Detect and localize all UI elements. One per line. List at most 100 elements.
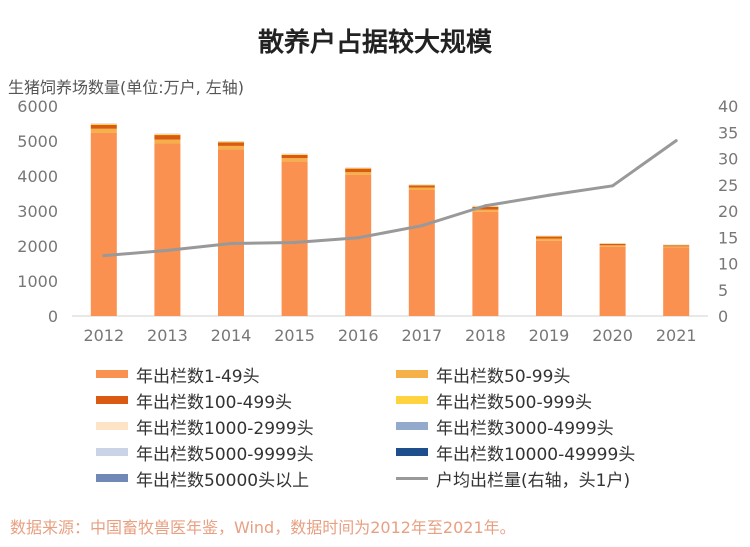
avg-output-point [547, 193, 551, 197]
bar-segment-2013-s4 [154, 134, 181, 136]
x-tick-label: 2016 [338, 326, 379, 345]
bar-segment-2018-s2 [472, 209, 499, 212]
y-left-tick-label: 0 [48, 307, 58, 326]
bar-segment-2020-s3 [599, 243, 626, 246]
x-tick-label: 2017 [401, 326, 442, 345]
legend-color-swatch [396, 448, 428, 456]
legend-label: 年出栏数100-499头 [136, 392, 293, 413]
legend-item: 年出栏数100-499头 [96, 388, 293, 413]
legend-item: 年出栏数10000-49999头 [396, 440, 636, 465]
x-tick-label: 2021 [656, 326, 697, 345]
legend-item: 年出栏数1-49头 [96, 362, 260, 387]
bar-segment-2015-s4 [281, 154, 308, 155]
bar-segment-2014-s2 [218, 145, 244, 150]
legend-color-swatch [396, 396, 428, 404]
y-right-tick-label: 15 [718, 228, 738, 247]
avg-output-point [102, 254, 106, 258]
legend-label: 年出栏数50-99头 [436, 366, 571, 387]
legend-color-swatch [96, 370, 128, 378]
bar-segment-2020-s1 [599, 246, 626, 316]
x-tick-label: 2018 [465, 326, 506, 345]
bar-segment-2015-s3 [281, 155, 308, 159]
y-left-tick-label: 6000 [17, 97, 58, 116]
bar-segment-2012-s4 [90, 124, 117, 125]
legend-color-swatch [396, 422, 428, 430]
bar-segment-2013-s3 [154, 135, 181, 140]
bar-segment-2019-s3 [536, 236, 562, 239]
legend-item: 年出栏数5000-9999头 [96, 440, 314, 465]
legend-label: 年出栏数3000-4999头 [436, 418, 614, 439]
bar-segment-2020-s2 [599, 245, 626, 247]
left-axis-label: 生猪饲养场数量(单位:万户, 左轴) [8, 78, 245, 97]
legend-color-swatch [96, 396, 128, 404]
bar-segment-2016-s3 [345, 168, 372, 173]
bar-segment-2012-s3 [90, 124, 117, 129]
legend-item: 年出栏数1000-2999头 [96, 414, 314, 439]
y-right-tick-label: 30 [718, 150, 738, 169]
avg-output-point [483, 204, 487, 208]
legend-item: 年出栏数50000头以上 [96, 466, 310, 491]
legend-label: 年出栏数5000-9999头 [136, 444, 314, 465]
y-right-tick-label: 25 [718, 176, 738, 195]
legend-item: 户均出栏量(右轴，头1户) [396, 466, 631, 491]
avg-output-point [420, 224, 424, 228]
bar-segment-2013-s2 [154, 139, 181, 144]
legend-item: 年出栏数3000-4999头 [396, 414, 614, 439]
legend-color-swatch [96, 474, 128, 482]
bar-segment-2019-s2 [536, 238, 562, 241]
bar-segment-2019-s1 [536, 240, 562, 316]
x-tick-label: 2019 [529, 326, 570, 345]
y-left-tick-label: 3000 [17, 202, 58, 221]
bar-segment-2018-s3 [472, 206, 499, 210]
y-left-tick-label: 1000 [17, 272, 58, 291]
bar-segment-2017-s4 [408, 184, 435, 186]
y-right-tick-label: 0 [718, 307, 728, 326]
y-right-tick-label: 5 [718, 281, 728, 300]
x-tick-label: 2012 [83, 326, 124, 345]
legend-item: 年出栏数500-999头 [396, 388, 593, 413]
avg-output-point [293, 241, 297, 244]
y-right-tick-label: 35 [718, 123, 738, 142]
legend-label: 年出栏数1-49头 [136, 366, 260, 387]
avg-output-point [356, 236, 360, 240]
bar-segment-2021-s3 [663, 245, 690, 247]
x-tick-label: 2014 [211, 326, 252, 345]
avg-output-point [165, 248, 169, 252]
legend-label: 年出栏数10000-49999头 [436, 444, 636, 465]
bar-segment-2014-s1 [218, 149, 244, 316]
bar-segment-2021-s2 [663, 246, 690, 248]
legend-item: 年出栏数50-99头 [396, 362, 571, 387]
bar-segment-2012-s1 [90, 132, 117, 316]
bar-segment-2017-s1 [408, 190, 435, 316]
x-tick-label: 2013 [147, 326, 188, 345]
bar-segment-2014-s3 [218, 142, 244, 146]
bar-segment-2014-s4 [218, 141, 244, 143]
legend-color-swatch [396, 370, 428, 378]
x-tick-label: 2015 [274, 326, 315, 345]
avg-output-point [674, 139, 678, 143]
bar-segment-2017-s2 [408, 187, 435, 190]
avg-output-point [611, 184, 615, 188]
bar-segment-2021-s1 [663, 247, 690, 316]
y-right-tick-label: 10 [718, 255, 738, 274]
legend-label: 年出栏数1000-2999头 [136, 418, 314, 439]
bar-segment-2016-s4 [345, 168, 372, 169]
bar-segment-2017-s3 [408, 185, 435, 188]
y-right-tick-label: 20 [718, 202, 738, 221]
avg-output-line [103, 139, 678, 258]
y-left-tick-label: 2000 [17, 237, 58, 256]
bar-segment-2018-s1 [472, 211, 499, 316]
bar-segment-2013-s1 [154, 143, 181, 316]
legend-label: 年出栏数500-999头 [436, 392, 593, 413]
legend-label: 户均出栏量(右轴，头1户) [436, 470, 631, 491]
bar-segment-2015-s2 [281, 158, 308, 162]
x-tick-label: 2020 [592, 326, 633, 345]
source-note: 数据来源：中国畜牧兽医年鉴，Wind，数据时间为2012年至2021年。 [10, 518, 516, 537]
y-left-tick-label: 4000 [17, 167, 58, 186]
legend-label: 年出栏数50000头以上 [136, 470, 310, 491]
legend-color-swatch [96, 422, 128, 430]
chart-title: 散养户占据较大规模 [257, 28, 492, 58]
bar-segment-2016-s1 [345, 174, 372, 316]
chart-canvas: 0 1000 2000 3000 4000 5000 6000 0 5 10 15 20 25 30 35 4… [17, 97, 738, 345]
bar-segment-2012-s2 [90, 128, 117, 133]
